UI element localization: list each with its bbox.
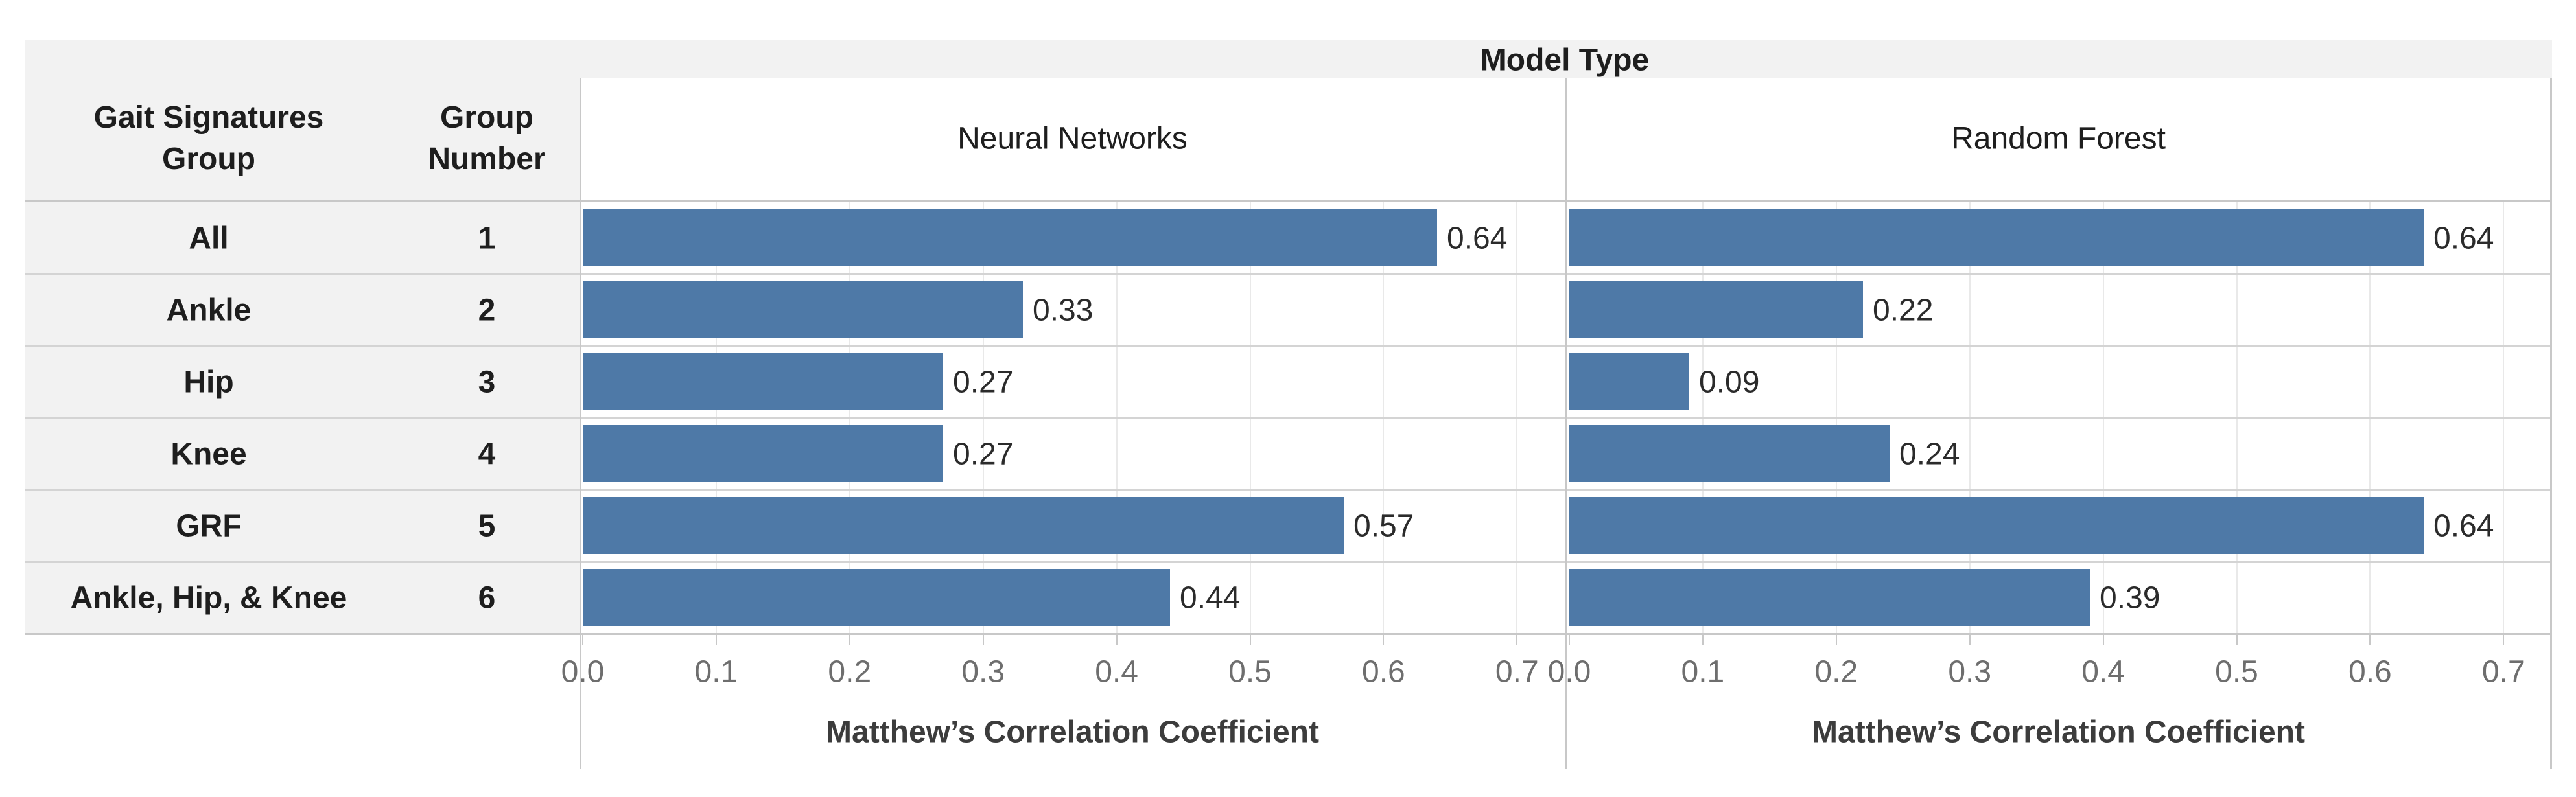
bar-value-neural-networks-ankle-hip-knee: 0.44: [1180, 581, 1241, 615]
x-axis-tick-label: 0.4: [1095, 654, 1138, 689]
x-axis-title-random-forest: Matthew’s Correlation Coefficient: [1812, 715, 2305, 750]
group-number-all: 1: [478, 221, 496, 255]
panel-header-random-forest: Random Forest: [1951, 121, 2166, 156]
x-axis-tick-label: 0.7: [1495, 654, 1539, 689]
pane-left-border: [580, 78, 581, 769]
bar-value-random-forest-knee: 0.24: [1899, 437, 1960, 471]
x-axis-tick: [849, 635, 850, 645]
bar-value-neural-networks-hip: 0.27: [953, 365, 1014, 399]
x-axis-tick: [1383, 635, 1385, 645]
x-axis-tick-label: 0.2: [1814, 654, 1858, 689]
x-axis-tick-label: 0.1: [1681, 654, 1725, 689]
group-number-ankle-hip-knee: 6: [478, 581, 496, 615]
row-label-hip: Hip: [183, 365, 234, 399]
row-divider-line: [25, 489, 2552, 491]
axis-baseline: [25, 633, 2552, 635]
col-header-group-number-line1: Group: [440, 100, 533, 135]
header-divider-line: [25, 200, 2552, 202]
bar-value-neural-networks-grf: 0.57: [1353, 509, 1414, 543]
bar-random-forest-ankle-hip-knee[interactable]: [1569, 569, 2090, 626]
x-axis-tick: [982, 635, 984, 645]
row-label-knee: Knee: [170, 437, 247, 471]
panel-divider-line: [1565, 78, 1567, 769]
row-divider-line: [25, 561, 2552, 563]
bar-value-neural-networks-ankle: 0.33: [1033, 293, 1094, 327]
bar-neural-networks-all[interactable]: [583, 209, 1437, 266]
bar-value-neural-networks-all: 0.64: [1447, 221, 1508, 255]
row-divider-line: [25, 273, 2552, 275]
row-label-ankle: Ankle: [166, 293, 252, 327]
x-axis-tick: [1702, 635, 1704, 645]
x-axis-tick-label: 0.6: [1362, 654, 1405, 689]
x-axis-tick-label: 0.7: [2481, 654, 2525, 689]
row-header-area: [25, 78, 580, 634]
x-axis-title-neural-networks: Matthew’s Correlation Coefficient: [826, 715, 1319, 750]
group-number-hip: 3: [478, 365, 496, 399]
model-type-field-label: Model Type: [1480, 43, 1650, 78]
x-axis-tick-label: 0.0: [561, 654, 605, 689]
x-axis-tick-label: 0.0: [1547, 654, 1591, 689]
x-axis-tick-label: 0.3: [1948, 654, 1992, 689]
bar-random-forest-all[interactable]: [1569, 209, 2424, 266]
bar-neural-networks-grf[interactable]: [583, 497, 1344, 554]
pane-right-border: [2550, 78, 2552, 769]
x-axis-tick: [2236, 635, 2238, 645]
col-header-group-number-line2: Number: [428, 142, 546, 176]
x-axis-tick: [1116, 635, 1118, 645]
x-axis-tick-label: 0.4: [2081, 654, 2125, 689]
col-header-gait-signatures-group-line1: Gait Signatures: [93, 100, 324, 135]
bar-random-forest-ankle[interactable]: [1569, 281, 1863, 338]
bar-neural-networks-ankle[interactable]: [583, 281, 1023, 338]
bar-value-neural-networks-knee: 0.27: [953, 437, 1014, 471]
x-axis-tick: [1969, 635, 1971, 645]
row-divider-line: [25, 417, 2552, 419]
column-header-band: [25, 40, 2552, 78]
x-axis-tick-label: 0.1: [694, 654, 738, 689]
row-label-grf: GRF: [176, 509, 242, 543]
col-header-gait-signatures-group-line2: Group: [162, 142, 255, 176]
x-axis-tick: [582, 635, 583, 645]
bar-value-random-forest-all: 0.64: [2433, 221, 2494, 255]
x-axis-tick: [1516, 635, 1518, 645]
x-axis-tick: [1835, 635, 1837, 645]
bar-neural-networks-ankle-hip-knee[interactable]: [583, 569, 1170, 626]
row-divider-line: [25, 345, 2552, 347]
bar-value-random-forest-ankle: 0.22: [1873, 293, 1934, 327]
bar-neural-networks-hip[interactable]: [583, 353, 943, 410]
bar-value-random-forest-grf: 0.64: [2433, 509, 2494, 543]
x-axis-tick: [2102, 635, 2104, 645]
bar-random-forest-grf[interactable]: [1569, 497, 2424, 554]
group-number-knee: 4: [478, 437, 496, 471]
x-axis-tick: [1249, 635, 1251, 645]
group-number-ankle: 2: [478, 293, 496, 327]
x-axis-tick-label: 0.6: [2348, 654, 2392, 689]
bar-value-random-forest-ankle-hip-knee: 0.39: [2100, 581, 2160, 615]
row-label-ankle-hip-knee: Ankle, Hip, & Knee: [70, 581, 347, 615]
row-label-all: All: [189, 221, 229, 255]
bar-random-forest-hip[interactable]: [1569, 353, 1689, 410]
x-axis-tick-label: 0.3: [961, 654, 1005, 689]
bar-random-forest-knee[interactable]: [1569, 425, 1890, 482]
x-axis-tick: [2503, 635, 2505, 645]
bar-value-random-forest-hip: 0.09: [1699, 365, 1760, 399]
col-header-group-number: Group Number: [428, 78, 545, 200]
x-axis-tick-label: 0.5: [2215, 654, 2258, 689]
x-axis-tick-label: 0.5: [1228, 654, 1272, 689]
group-number-grf: 5: [478, 509, 496, 543]
x-axis-tick: [1569, 635, 1570, 645]
x-axis-tick-label: 0.2: [828, 654, 872, 689]
x-axis-tick: [715, 635, 717, 645]
x-axis-tick: [2369, 635, 2371, 645]
bar-neural-networks-knee[interactable]: [583, 425, 943, 482]
panel-header-neural-networks: Neural Networks: [957, 121, 1188, 156]
col-header-gait-signatures-group: Gait Signatures Group: [94, 78, 324, 200]
